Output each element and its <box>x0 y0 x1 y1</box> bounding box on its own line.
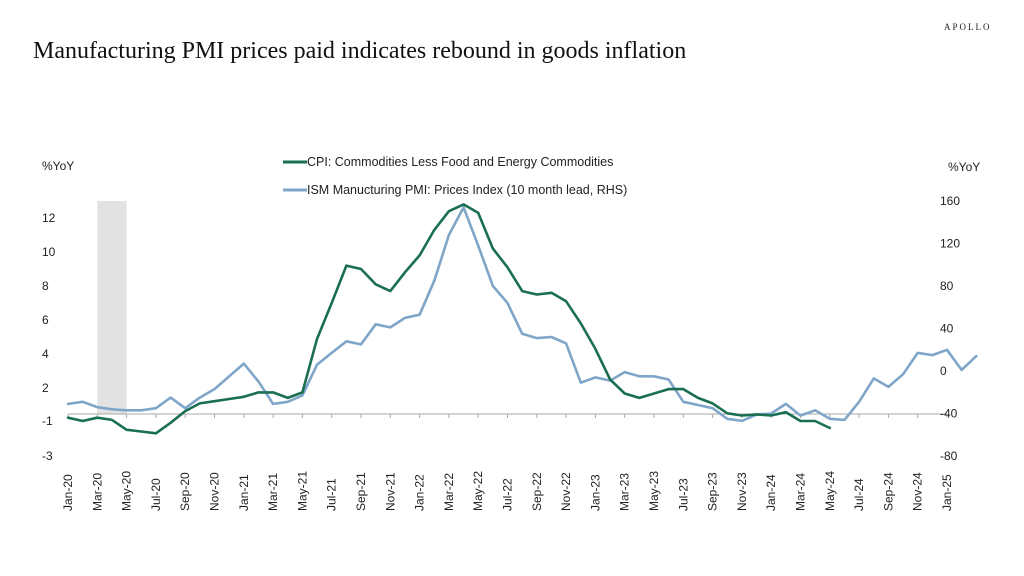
x-tick-label: Mar-22 <box>442 473 456 511</box>
left-tick-label: -3 <box>42 449 53 463</box>
brand-logo: APOLLO <box>944 22 992 32</box>
x-tick-label: Jan-25 <box>940 474 954 511</box>
right-axis-label: %YoY <box>948 160 980 174</box>
x-tick-label: Jul-22 <box>501 478 515 511</box>
right-tick-label: 40 <box>940 322 954 336</box>
right-tick-label: 120 <box>940 237 960 251</box>
left-tick-label: 6 <box>42 313 49 327</box>
ism-prices-line <box>66 206 978 423</box>
legend-label-ism: ISM Manucturing PMI: Prices Index (10 mo… <box>307 183 627 197</box>
left-tick-label: 4 <box>42 347 49 361</box>
x-tick-label: Jan-23 <box>588 474 602 511</box>
x-tick-label: Jan-24 <box>764 474 778 511</box>
x-tick-label: May-20 <box>120 471 134 511</box>
left-tick-label: 12 <box>42 211 56 225</box>
x-tick-label: Nov-22 <box>559 472 573 511</box>
left-tick-label: 8 <box>42 279 49 293</box>
x-tick-label: Jan-22 <box>413 474 427 511</box>
label-layer: -3 -1 2 4 6 8 10 12 -80 -40 0 40 80 120 160 Jan-20 Mar-2… <box>42 194 960 511</box>
x-tick-label: Nov-20 <box>208 472 222 511</box>
x-tick-label: Mar-24 <box>794 473 808 511</box>
x-tick-label: Jan-21 <box>237 474 251 511</box>
legend-label-cpi: CPI: Commodities Less Food and Energy Co… <box>307 155 613 169</box>
recession-layer <box>97 201 127 414</box>
x-tick-label: Jul-24 <box>852 478 866 511</box>
right-tick-label: 0 <box>940 364 947 378</box>
x-tick-label: Nov-21 <box>383 472 397 511</box>
series-layer <box>66 203 978 435</box>
x-tick-label: Mar-20 <box>90 473 104 511</box>
x-tick-label: May-24 <box>823 471 837 511</box>
x-tick-label: Mar-23 <box>618 473 632 511</box>
x-tick-label: Sep-24 <box>881 472 895 511</box>
x-tick-label: Sep-21 <box>354 472 368 511</box>
x-tick-label: Sep-23 <box>706 472 720 511</box>
left-tick-label: -1 <box>42 414 53 428</box>
x-tick-label: Sep-22 <box>530 472 544 511</box>
x-tick-label: May-21 <box>295 471 309 511</box>
cpi-line <box>66 203 832 435</box>
right-tick-label: 160 <box>940 194 960 208</box>
x-tick-label: May-22 <box>471 471 485 511</box>
chart-title: Manufacturing PMI prices paid indicates … <box>33 38 687 64</box>
x-tick-label: Jul-23 <box>676 478 690 511</box>
right-tick-label: -40 <box>940 407 958 421</box>
x-tick-label: Jan-20 <box>61 474 75 511</box>
left-tick-label: 10 <box>42 245 56 259</box>
recession-band <box>97 201 127 414</box>
axis-layer <box>67 413 948 418</box>
x-tick-label: Jul-20 <box>149 478 163 511</box>
left-tick-label: 2 <box>42 381 49 395</box>
left-axis-label: %YoY <box>42 159 74 173</box>
x-tick-label: Sep-20 <box>178 472 192 511</box>
x-tick-label: Mar-21 <box>266 473 280 511</box>
right-tick-label: 80 <box>940 279 954 293</box>
x-tick-label: May-23 <box>647 471 661 511</box>
x-tick-label: Nov-24 <box>911 472 925 511</box>
x-tick-label: Nov-23 <box>735 472 749 511</box>
x-tick-label: Jul-21 <box>325 478 339 511</box>
right-tick-label: -80 <box>940 449 958 463</box>
legend: CPI: Commodities Less Food and Energy Co… <box>283 155 627 197</box>
